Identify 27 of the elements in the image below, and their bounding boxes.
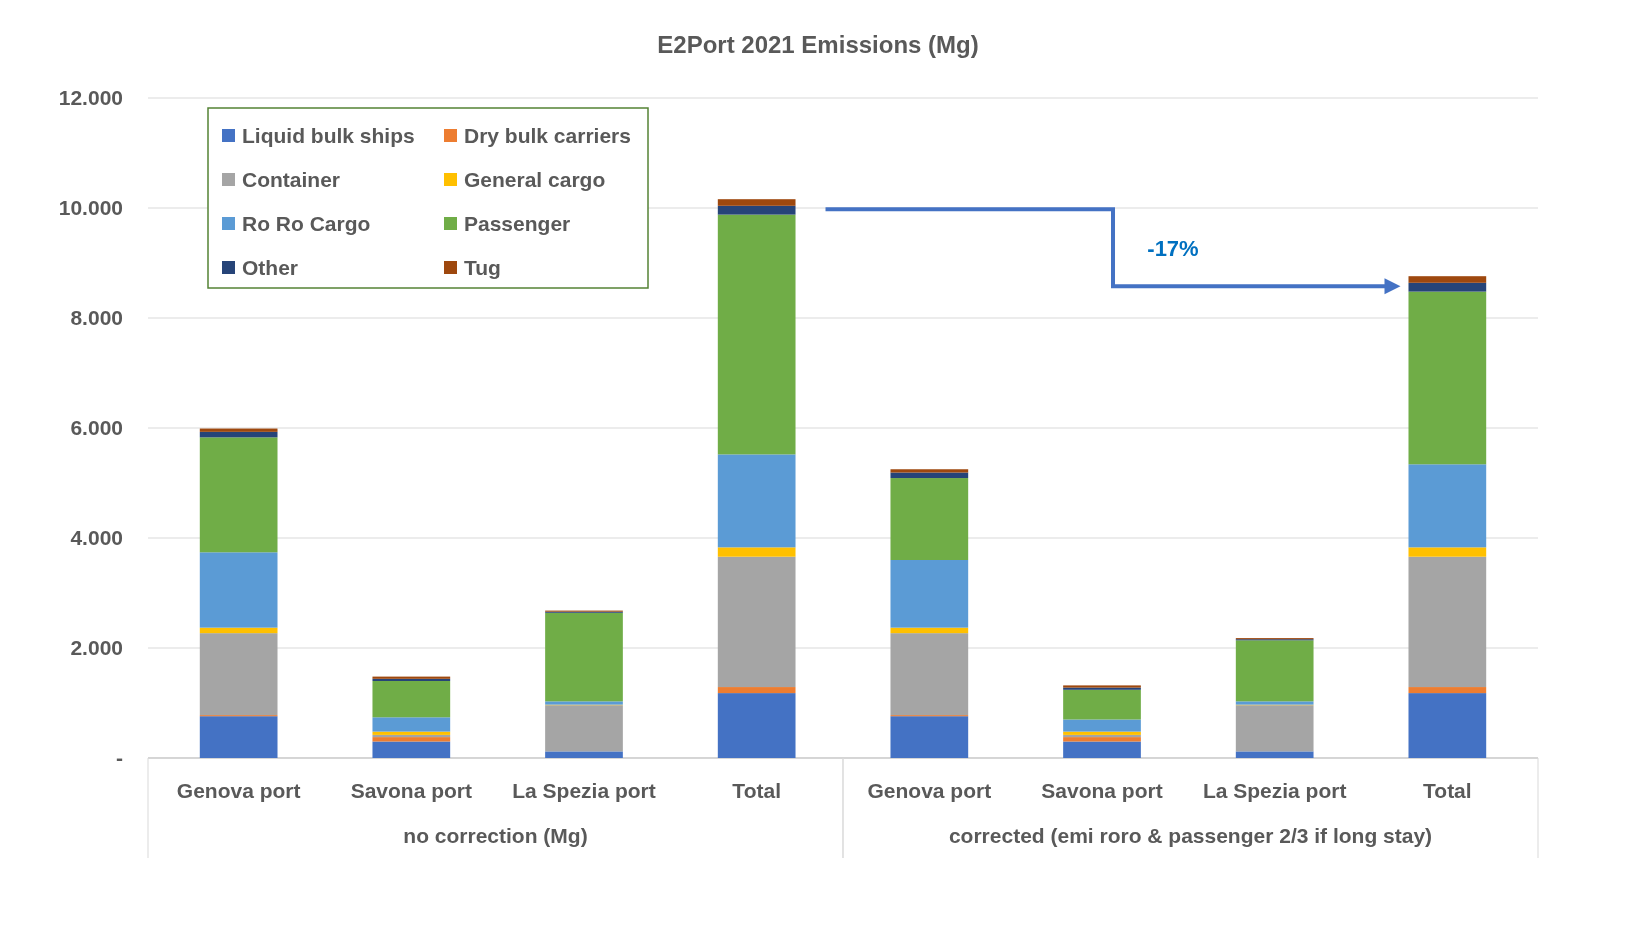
x-tick-label: La Spezia port (512, 779, 656, 802)
legend-label: Dry bulk carriers (464, 124, 631, 147)
annotation: -17% (1147, 235, 1199, 261)
x-tick-label: Genova port (867, 779, 992, 802)
y-tick-label: 8.000 (70, 306, 123, 329)
x-tick-label: Total (732, 779, 781, 802)
legend-label: Other (242, 256, 299, 279)
legend-label: Passenger (464, 212, 571, 235)
legend-label: Container (242, 168, 341, 191)
y-tick-label: 6.000 (70, 416, 123, 439)
x-tick-label: Savona port (1041, 779, 1163, 802)
x-tick-label: La Spezia port (1202, 779, 1347, 802)
legend-label: Tug (464, 256, 501, 279)
x-tick-label: Savona port (350, 779, 473, 802)
y-tick-label: - (116, 746, 123, 769)
legend-label: General cargo (464, 168, 606, 191)
legend-label: Liquid bulk ships (242, 124, 415, 147)
y-tick-label: 2.000 (70, 636, 123, 659)
y-tick-label: 4.000 (70, 526, 123, 549)
legend-label: Ro Ro Cargo (242, 212, 371, 235)
text: no correction (Mg) (403, 824, 588, 847)
chart-title: E2Port 2021 Emissions (Mg) (657, 31, 979, 58)
x-tick-label: Genova port (176, 779, 301, 802)
x-tick-label: Total (1423, 779, 1472, 802)
text: corrected (emi roro & passenger 2/3 if long stay) (948, 824, 1433, 847)
y-tick-label: 12.000 (58, 86, 123, 109)
y-tick-label: 10.000 (58, 196, 123, 219)
